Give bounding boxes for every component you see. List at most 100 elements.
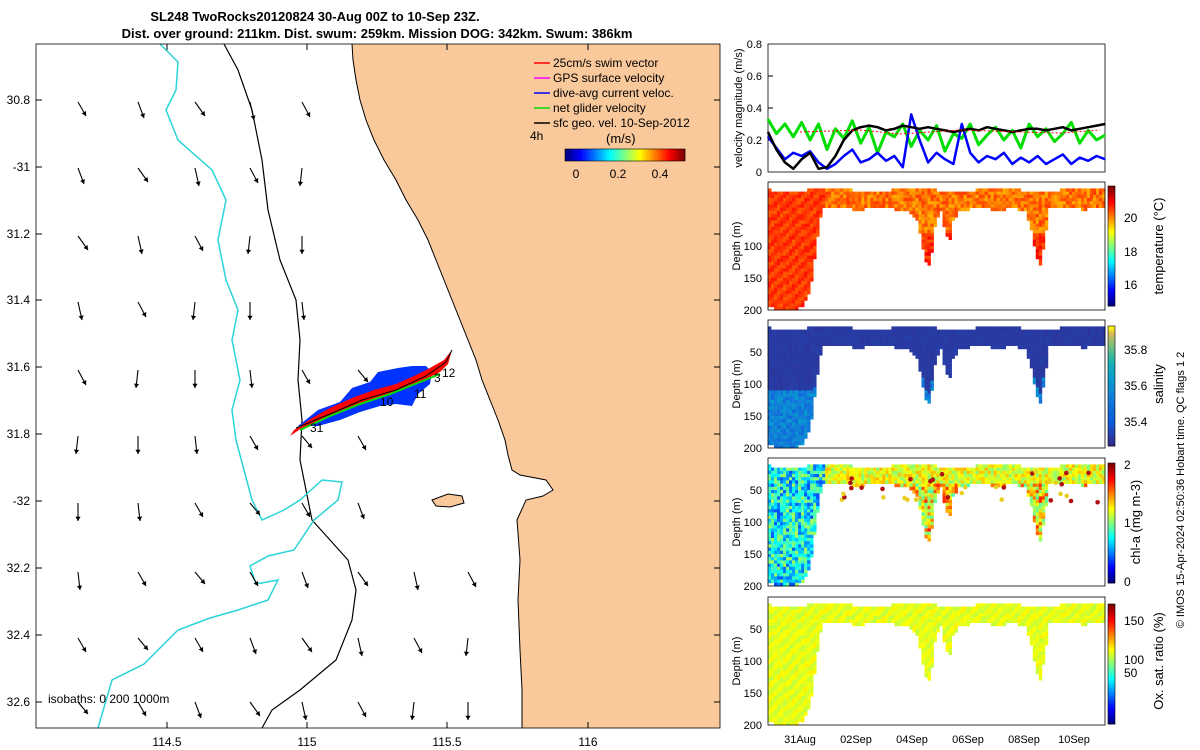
section-cell — [981, 464, 986, 468]
section-cell — [945, 226, 949, 231]
section-cell — [873, 474, 877, 478]
section-cell — [861, 198, 865, 202]
temp-cbar-tick-0: 16 — [1124, 278, 1138, 292]
section-cell — [807, 236, 811, 240]
section-cell — [1077, 480, 1082, 484]
section-cell — [807, 290, 811, 295]
section-cell — [819, 467, 823, 472]
section-cell — [780, 699, 784, 703]
section-cell — [897, 329, 901, 334]
chla-high-dot — [1100, 475, 1106, 480]
section-cell — [1044, 470, 1049, 475]
section-cell — [945, 361, 949, 366]
section-cell — [786, 664, 790, 668]
colorbar-cell — [1108, 238, 1115, 241]
section-cell — [804, 541, 808, 545]
section-cell — [771, 393, 775, 398]
section-cell — [990, 342, 995, 346]
section-cell — [810, 239, 814, 244]
section-cell — [795, 496, 799, 500]
section-cell — [1068, 339, 1073, 343]
section-cell — [984, 201, 989, 205]
section-cell — [789, 648, 793, 652]
section-cell — [789, 329, 793, 334]
section-cell — [792, 467, 796, 472]
section-cell — [768, 336, 772, 340]
section-cell — [786, 509, 790, 513]
section-cell — [801, 194, 805, 199]
section-cell — [768, 648, 772, 652]
section-cell — [924, 474, 928, 478]
section-cell — [801, 255, 805, 260]
section-cell — [795, 262, 799, 266]
section-cell — [798, 570, 802, 574]
section-cell — [786, 641, 790, 646]
section-cell — [963, 204, 967, 208]
colorbar-cell — [1108, 412, 1115, 415]
section-cell — [870, 467, 874, 472]
section-cell — [936, 201, 940, 205]
section-cell — [933, 210, 937, 215]
section-cell — [900, 329, 904, 334]
section-cell — [1095, 198, 1100, 202]
section-cell — [807, 544, 811, 548]
map-colorbar-cell — [629, 149, 632, 161]
section-cell — [783, 515, 787, 520]
section-cell — [777, 657, 781, 662]
section-cell — [927, 499, 931, 504]
section-cell — [798, 480, 802, 484]
section-cell — [909, 207, 913, 212]
section-cell — [813, 355, 817, 359]
section-cell — [879, 332, 883, 337]
section-cell — [1068, 201, 1073, 205]
section-cell — [798, 557, 802, 561]
section-cell — [795, 265, 799, 269]
section-cell — [768, 396, 772, 401]
section-cell — [789, 715, 793, 719]
section-cell — [768, 281, 772, 285]
section-cell — [822, 204, 826, 208]
section-cell — [774, 693, 778, 697]
section-cell — [783, 645, 787, 649]
section-cell — [933, 326, 937, 330]
section-cell — [798, 255, 802, 260]
section-cell — [852, 342, 856, 346]
section-cell — [1086, 326, 1091, 330]
section-cell — [783, 531, 787, 536]
section-cell — [774, 371, 778, 375]
section-cell — [927, 390, 931, 394]
section-cell — [780, 348, 784, 353]
section-cell — [834, 332, 838, 337]
section-cell — [930, 464, 934, 468]
section-cell — [801, 493, 805, 497]
section-cell — [984, 480, 989, 484]
section-cell — [786, 629, 790, 633]
section-cell — [777, 538, 781, 542]
section-cell — [798, 412, 802, 417]
section-cell — [873, 339, 877, 343]
section-cell — [804, 194, 808, 199]
section-cell — [801, 393, 805, 398]
section-cell — [810, 522, 814, 526]
colorbar-cell — [1108, 410, 1115, 413]
section-cell — [780, 230, 784, 234]
section-cell — [1068, 194, 1073, 199]
section-cell — [1020, 470, 1025, 475]
section-cell — [1023, 483, 1028, 488]
section-cell — [999, 191, 1004, 196]
section-cell — [1056, 342, 1061, 346]
section-cell — [804, 425, 808, 430]
section-cell — [834, 477, 838, 481]
geo-vector-head — [136, 516, 143, 521]
section-cell — [786, 477, 790, 481]
section-cell — [987, 342, 992, 346]
section-cell — [780, 368, 784, 372]
section-cell — [1038, 191, 1043, 196]
section-cell — [792, 563, 796, 568]
section-cell — [774, 686, 778, 691]
section-cell — [816, 207, 820, 212]
colorbar-cell — [1108, 390, 1115, 393]
temp-cbar-label: temperature (°C) — [1151, 198, 1166, 295]
section-cell — [918, 345, 922, 350]
section-cell — [804, 467, 808, 472]
